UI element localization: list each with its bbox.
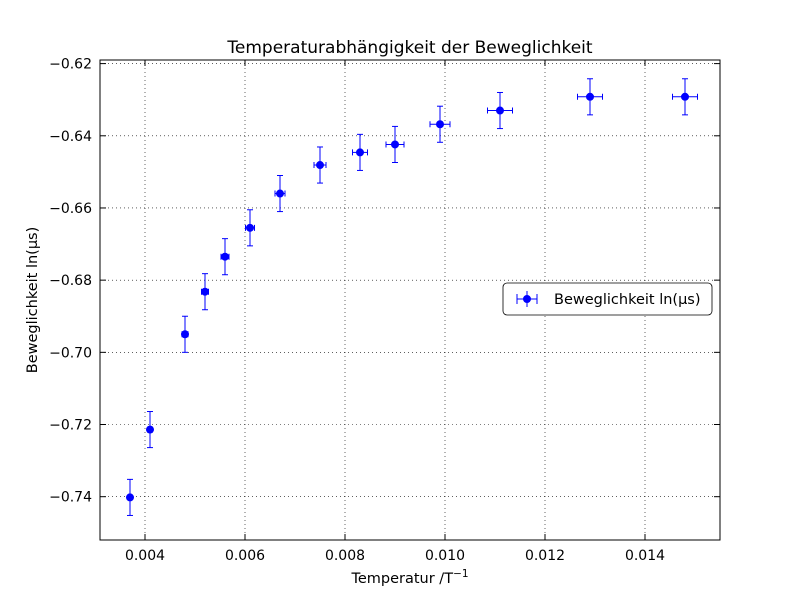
data-point [391, 140, 399, 149]
x-tick-label: 0.008 [325, 548, 365, 564]
legend-marker-dot [523, 295, 531, 303]
y-axis-label: Beweglichkeit ln(μs) [25, 227, 41, 374]
x-axis-label: Temperatur /T−1 [350, 568, 468, 587]
legend-label: Beweglichkeit ln(μs) [554, 292, 701, 308]
data-point [181, 330, 189, 339]
y-tick-label: −0.66 [49, 201, 92, 217]
legend-box [502, 282, 713, 316]
y-tick-label: −0.64 [49, 129, 92, 145]
data-point [681, 92, 689, 101]
y-tick-label: −0.62 [49, 57, 92, 73]
data-point [276, 189, 284, 198]
x-tick-label: 0.004 [125, 548, 165, 564]
data-point [356, 148, 364, 157]
y-tick-label: −0.72 [49, 418, 92, 434]
plot-frame [99, 59, 721, 541]
data-points [126, 78, 698, 516]
y-tick-label: −0.70 [49, 345, 92, 361]
data-point [496, 106, 504, 115]
x-tick-label: 0.006 [225, 548, 265, 564]
legend: Beweglichkeit ln(μs) [502, 282, 713, 316]
x-tick-label: 0.010 [425, 548, 465, 564]
y-tick-label: −0.74 [49, 490, 92, 506]
data-point [146, 425, 154, 434]
data-point [436, 120, 444, 129]
grid-lines [100, 60, 720, 540]
data-point [586, 92, 594, 101]
chart-title: Temperaturabhängigkeit der Beweglichkeit [226, 38, 592, 58]
x-tick-label: 0.012 [525, 548, 565, 564]
x-axis-label-text: Temperatur /T [350, 571, 453, 587]
axis-ticks: 0.004 0.006 0.008 0.010 0.012 0.014 −0.62 −0.64… [49, 57, 720, 564]
data-point [316, 161, 324, 170]
data-point [221, 252, 229, 261]
data-point [246, 223, 254, 232]
x-axis-label-exponent: −1 [453, 568, 468, 580]
data-point [126, 493, 134, 502]
data-point [201, 287, 209, 296]
y-tick-label: −0.68 [49, 273, 92, 289]
x-tick-label: 0.014 [625, 548, 665, 564]
